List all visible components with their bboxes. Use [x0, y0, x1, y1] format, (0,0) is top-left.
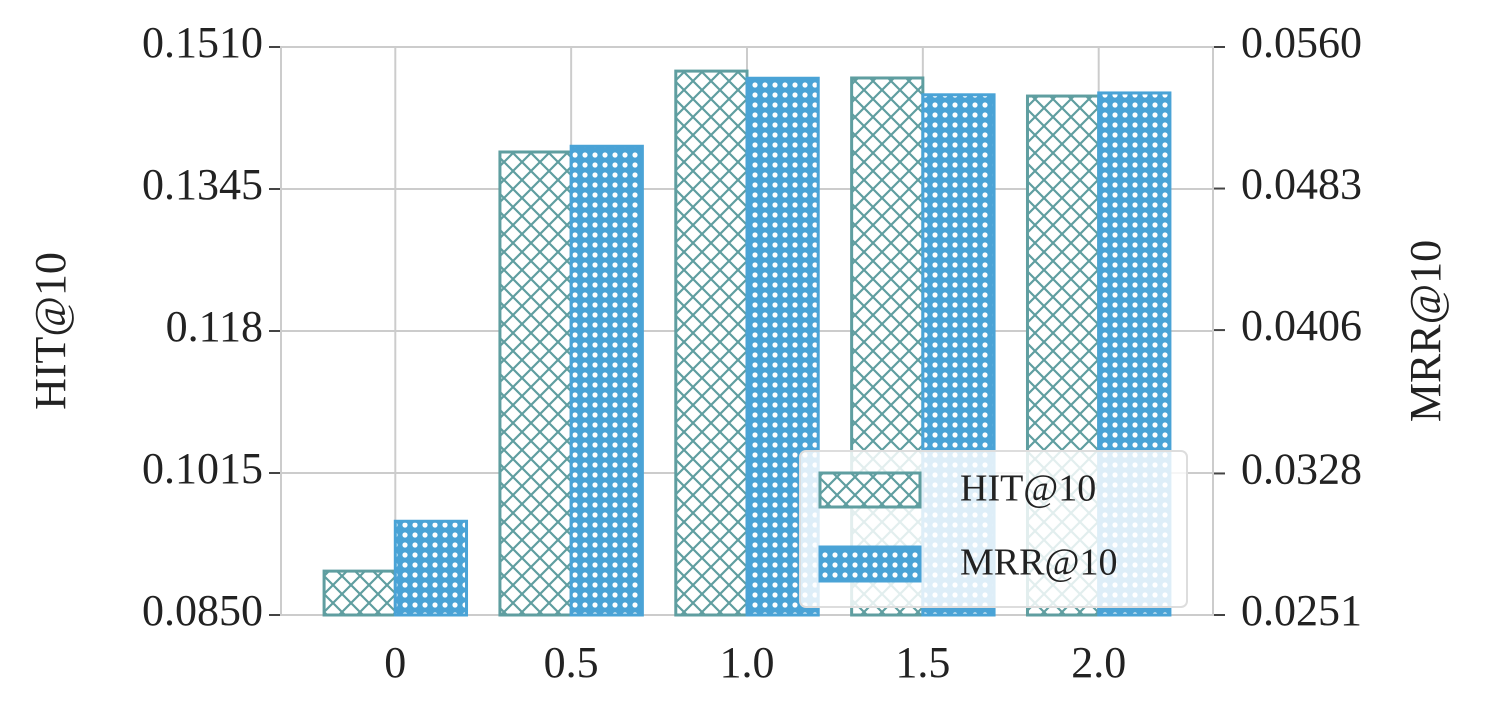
legend-swatch: [818, 545, 922, 583]
y2-tick-label: 0.0560: [1241, 18, 1362, 67]
bar: [498, 150, 573, 617]
x-tick-label: 0: [384, 638, 406, 687]
bar: [393, 519, 469, 617]
y-tick-label: 0.1015: [142, 444, 263, 493]
x-tick-label: 2.0: [1071, 638, 1126, 687]
bar: [322, 569, 397, 617]
legend-label: MRR@10: [960, 542, 1117, 584]
bar: [674, 69, 749, 617]
x-tick-label: 0.5: [544, 638, 599, 687]
y2-tick-label: 0.0251: [1241, 586, 1362, 635]
y2-tick-label: 0.0328: [1241, 445, 1362, 494]
y-tick-label: 0.0850: [142, 586, 263, 635]
y2-axis-label: MRR@10: [1401, 240, 1450, 422]
y2-tick-label: 0.0406: [1241, 301, 1362, 350]
bar: [569, 144, 644, 617]
y-axis-label: HIT@10: [26, 252, 75, 410]
y2-tick-label: 0.0483: [1241, 160, 1362, 209]
y-tick-label: 0.1510: [142, 18, 263, 67]
x-tick-label: 1.5: [895, 638, 950, 687]
legend-swatch: [818, 471, 922, 509]
y-tick-label: 0.118: [166, 302, 263, 351]
y-tick-label: 0.1345: [142, 160, 263, 209]
x-tick-label: 1.0: [720, 638, 775, 687]
legend-label: HIT@10: [960, 468, 1096, 510]
